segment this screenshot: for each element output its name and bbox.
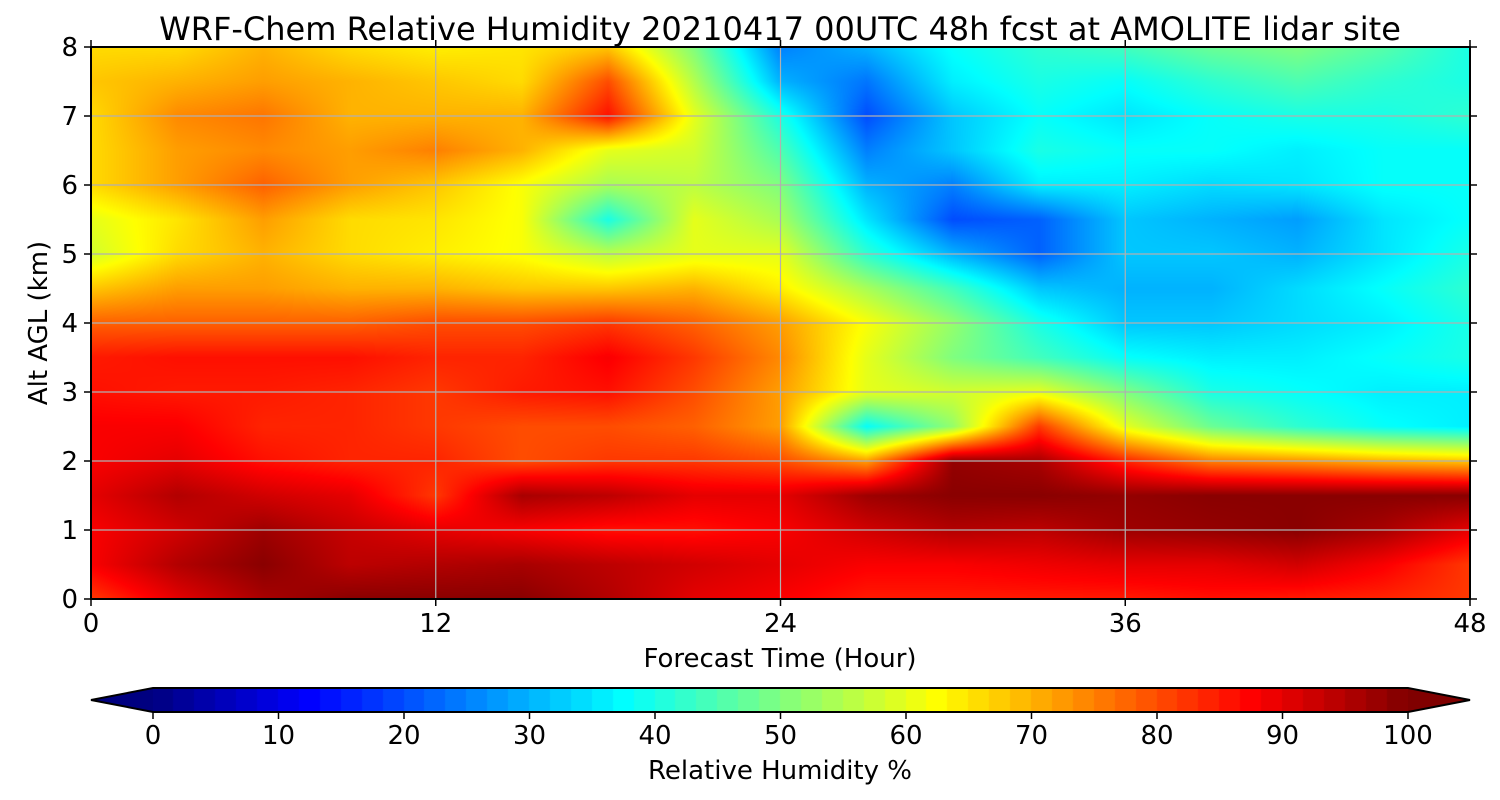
colorbar-tick-label: 10: [262, 721, 295, 751]
x-tick-label: 0: [83, 609, 100, 639]
y-tick-label: 8: [61, 33, 78, 63]
colorbar-tick-label: 30: [513, 721, 546, 751]
y-tick-label: 3: [61, 378, 78, 408]
y-tick-label: 2: [61, 447, 78, 477]
y-tick-label: 4: [61, 309, 78, 339]
colorbar: 0 10 20 30 40 50 60 70 80 90 100 Relative Humidity…: [90, 687, 1471, 786]
y-axis-label: Alt AGL (km): [24, 241, 54, 405]
y-tick-label: 7: [61, 102, 78, 132]
x-tick-label: 12: [419, 609, 452, 639]
colorbar-tick-label: 50: [764, 721, 797, 751]
colorbar-tick-label: 70: [1015, 721, 1048, 751]
y-tick-label: 0: [61, 585, 78, 615]
colorbar-high-extension: [1408, 688, 1470, 712]
colorbar-tick-label: 60: [889, 721, 922, 751]
colorbar-tick-label: 20: [387, 721, 420, 751]
colorbar-tick-label: 100: [1383, 721, 1433, 751]
x-axis-ticks: 0 12 24 36 48: [83, 40, 1487, 639]
colorbar-label: Relative Humidity %: [648, 756, 912, 786]
colorbar-tick-label: 0: [145, 721, 162, 751]
colorbar-ticks: 0 10 20 30 40 50 60 70 80 90 100: [145, 712, 1433, 751]
x-tick-label: 24: [764, 609, 797, 639]
y-tick-label: 6: [61, 171, 78, 201]
y-tick-label: 5: [61, 240, 78, 270]
x-tick-label: 48: [1453, 609, 1486, 639]
colorbar-tick-label: 40: [638, 721, 671, 751]
y-tick-label: 1: [61, 516, 78, 546]
plot-frame: [90, 46, 1471, 600]
colorbar-tick-label: 90: [1266, 721, 1299, 751]
x-axis-label: Forecast Time (Hour): [643, 644, 916, 674]
y-axis-ticks: 0 1 2 3 4 5 6 7 8: [61, 33, 1477, 615]
colorbar-gradient: [153, 688, 1408, 712]
x-tick-label: 36: [1109, 609, 1142, 639]
colorbar-tick-label: 80: [1140, 721, 1173, 751]
colorbar-low-extension: [91, 688, 153, 712]
